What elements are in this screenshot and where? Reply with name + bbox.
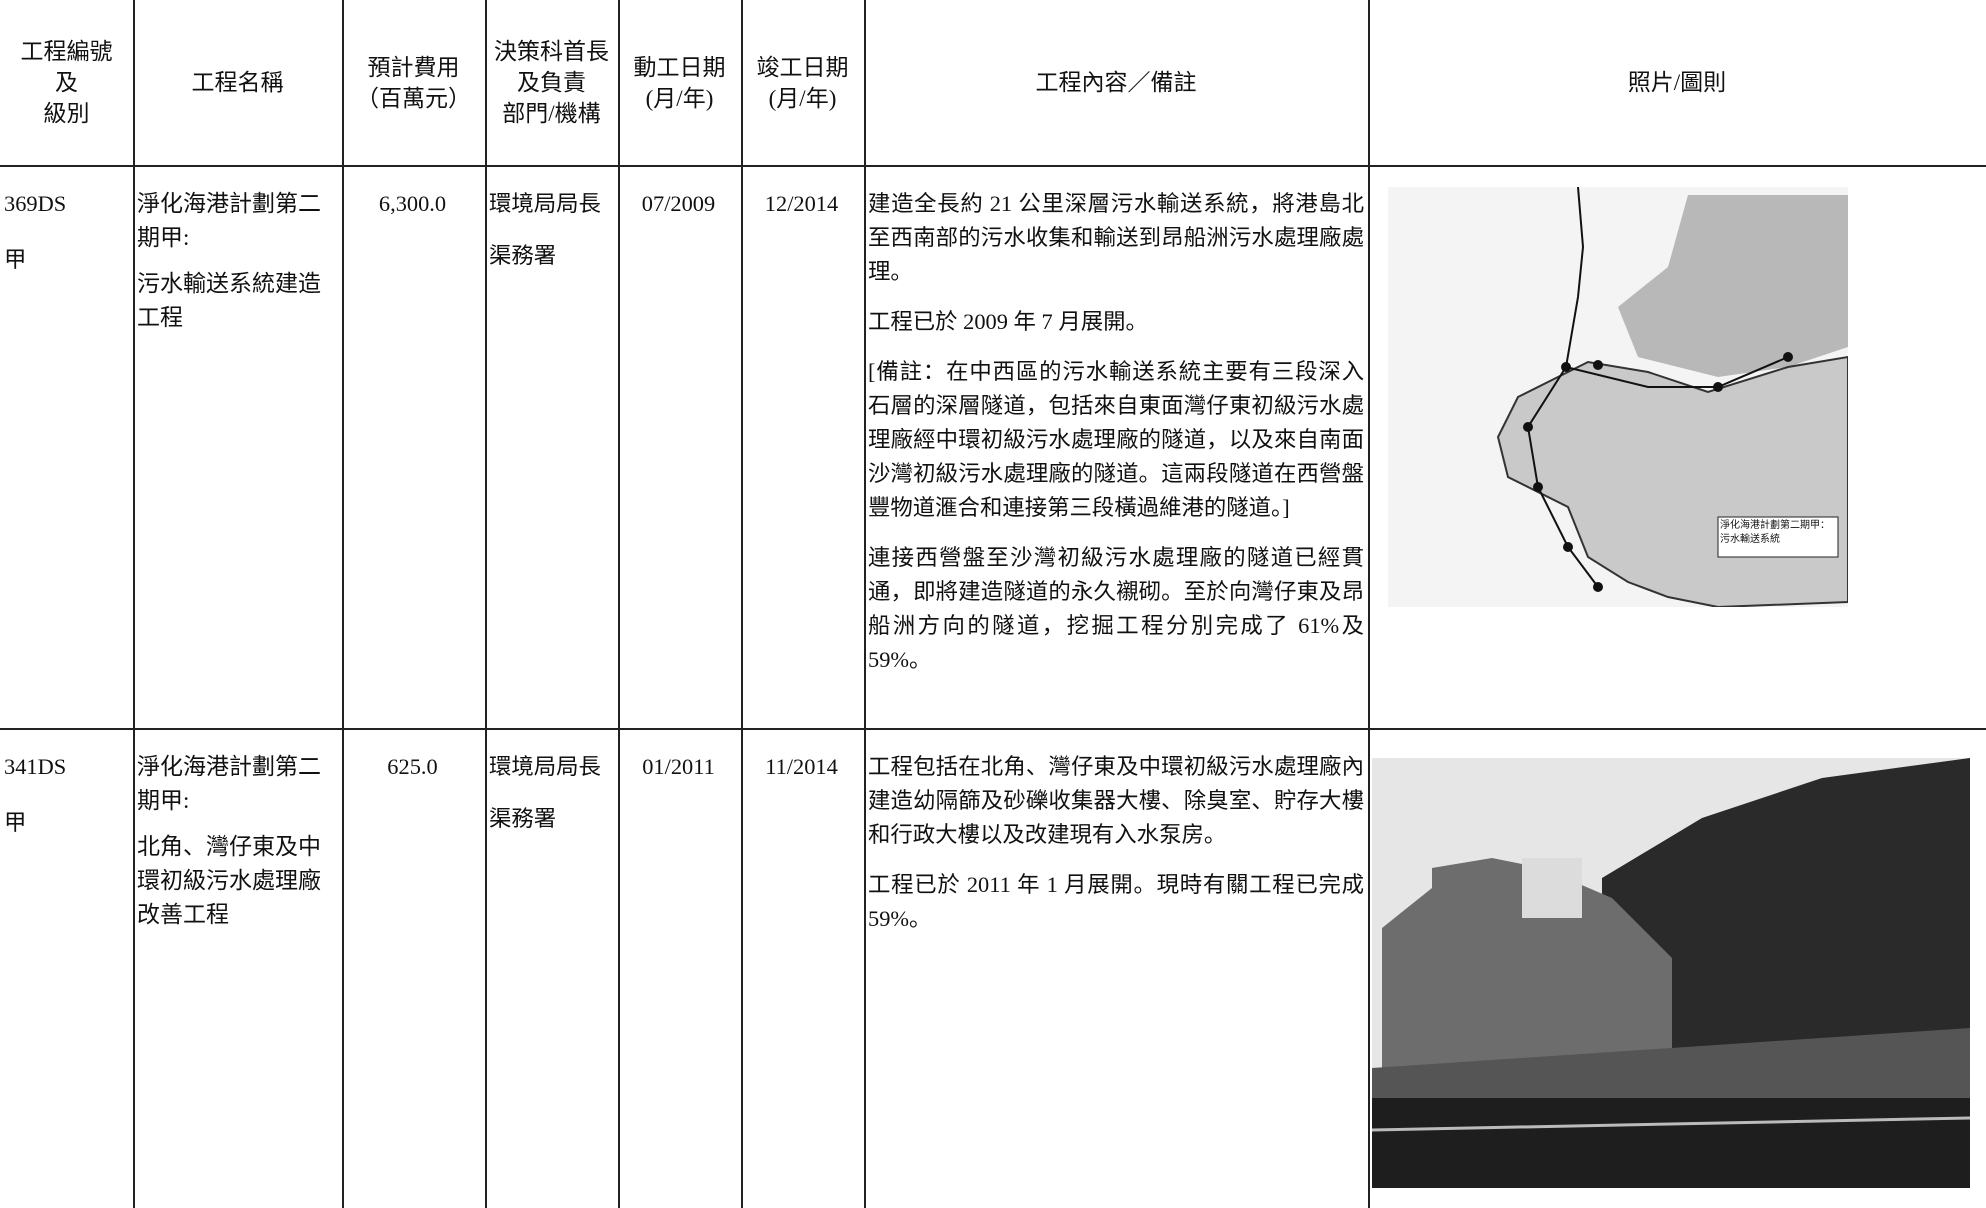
- photo-hill: [1602, 758, 1970, 1078]
- end-date: 12/2014: [741, 165, 864, 728]
- header-text: 工程名稱: [191, 70, 284, 95]
- map-station: [1713, 382, 1723, 392]
- project-code: 369DS 甲: [0, 165, 133, 728]
- map-label-holder: 淨化海港計劃第二期甲：污水輸送系統: [1720, 520, 1830, 545]
- map: 淨化海港計劃第二期甲：污水輸送系統: [1388, 187, 1848, 607]
- photo-road: [1372, 1098, 1970, 1188]
- column-rule: [618, 0, 620, 1208]
- header-cell: 動工日期 (月/年): [618, 0, 741, 165]
- tunnel: [1526, 187, 1789, 588]
- name-text: 淨化海港計劃第二期甲:: [137, 191, 321, 250]
- content-paragraph: 工程包括在北角、灣仔東及中環初級污水處理廠內建造幼隔篩及砂礫收集器大樓、除臭室、…: [868, 754, 1364, 847]
- map-station: [1523, 422, 1533, 432]
- photo-building-block: [1522, 858, 1582, 918]
- department-text: 環境局局長: [489, 754, 601, 779]
- content-paragraph: 工程已於 2009 年 7 月展開。: [868, 309, 1148, 334]
- department: 環境局局長 渠務署: [485, 728, 618, 1208]
- map-land: [1618, 195, 1848, 377]
- column-rule: [741, 0, 743, 1208]
- project-name: 淨化海港計劃第二期甲: 污水輸送系統建造工程: [133, 165, 342, 728]
- project-code: 341DS 甲: [0, 728, 133, 1208]
- header-cell: 工程名稱: [133, 0, 342, 165]
- map-label-box: [1717, 516, 1839, 558]
- department-text: 渠務署: [489, 243, 557, 268]
- code-text: 341DS: [4, 754, 67, 779]
- content-paragraph: 工程已於 2011 年 1 月展開。現時有關工程已完成 59%。: [868, 872, 1364, 931]
- department-text: 環境局局長: [489, 191, 601, 216]
- header-text: 工程內容／備註: [1035, 70, 1197, 95]
- header-text: （百萬元）: [356, 85, 471, 111]
- header-cell: 決策科首長及負責部門/機構: [485, 0, 618, 165]
- estimated-cost: 625.0: [342, 728, 485, 1208]
- header-text: 竣工日期: [756, 54, 849, 80]
- name-text: 北角、灣仔東及中環初級污水處理廠改善工程: [137, 834, 321, 927]
- code-text: 甲: [4, 810, 27, 835]
- end-text: 11/2014: [765, 754, 838, 779]
- header-cell: 照片/圖則: [1368, 0, 1986, 165]
- start-date: 07/2009: [618, 165, 741, 728]
- header-text: 級別: [43, 101, 90, 126]
- end-date: 11/2014: [741, 728, 864, 1208]
- map-label: 淨化海港計劃第二期甲：污水輸送系統: [1720, 520, 1830, 545]
- map-station: [1563, 542, 1573, 552]
- column-rule: [1368, 0, 1370, 1208]
- end-text: 12/2014: [764, 191, 839, 216]
- photo: [1372, 758, 1970, 1188]
- column-rule: [485, 0, 487, 1208]
- photo-rail: [1372, 1116, 1970, 1132]
- photo-wall: [1372, 1028, 1970, 1108]
- row-rule: [0, 728, 1986, 730]
- start-date: 01/2011: [618, 728, 741, 1208]
- code-text: 甲: [4, 247, 27, 272]
- header-text: 照片/圖則: [1627, 70, 1727, 95]
- map-station: [1593, 360, 1603, 370]
- header-text: 預計費用: [367, 54, 460, 80]
- map-station: [1593, 582, 1603, 592]
- header-cell: 工程編號及級別: [0, 0, 133, 165]
- header-text: 及負責: [517, 70, 586, 95]
- project-name: 淨化海港計劃第二期甲: 北角、灣仔東及中環初級污水處理廠改善工程: [133, 728, 342, 1208]
- start-text: 07/2009: [641, 191, 716, 216]
- content-paragraph: 建造全長約 21 公里深層污水輸送系統，將港島北至西南部的污水收集和輸送到昂船洲…: [868, 191, 1364, 284]
- content-paragraph: 連接西營盤至沙灣初級污水處理廠的隧道已經貫通，即將建造隧道的永久襯砌。至於向灣仔…: [868, 545, 1364, 672]
- map-station: [1533, 482, 1543, 492]
- header-text: 部門/機構: [502, 101, 601, 126]
- content-paragraph: [備註：在中西區的污水輸送系統主要有三段深入石層的深層隧道，包括來自東面灣仔東初…: [868, 359, 1364, 520]
- map-station: [1561, 362, 1571, 372]
- name-text: 污水輸送系統建造工程: [137, 271, 321, 330]
- header-cell: 預計費用 （百萬元）: [342, 0, 485, 165]
- department-text: 渠務署: [489, 806, 557, 831]
- header-text: 動工日期: [633, 54, 726, 80]
- start-text: 01/2011: [642, 754, 715, 779]
- name-text: 淨化海港計劃第二期甲:: [137, 754, 321, 813]
- header-text: (月/年): [768, 85, 837, 111]
- map-station: [1783, 352, 1793, 362]
- code-text: 369DS: [4, 191, 67, 216]
- content: 建造全長約 21 公里深層污水輸送系統，將港島北至西南部的污水收集和輸送到昂船洲…: [864, 165, 1368, 728]
- content: 工程包括在北角、灣仔東及中環初級污水處理廠內建造幼隔篩及砂礫收集器大樓、除臭室、…: [864, 728, 1368, 1208]
- header-text: (月/年): [645, 85, 714, 111]
- header-text: 工程編號: [20, 39, 113, 64]
- header-cell: 工程內容／備註: [864, 0, 1368, 165]
- column-rule: [133, 0, 135, 1208]
- column-rule: [342, 0, 344, 1208]
- estimated-cost: 6,300.0: [342, 165, 485, 728]
- header-cell: 竣工日期 (月/年): [741, 0, 864, 165]
- row-rule: [0, 165, 1986, 167]
- cost-text: 6,300.0: [378, 191, 447, 216]
- cost-text: 625.0: [387, 754, 438, 779]
- column-rule: [864, 0, 866, 1208]
- header-text: 決策科首長: [494, 39, 609, 64]
- photo-building: [1382, 858, 1672, 1088]
- header-text: 及: [55, 70, 78, 95]
- department: 環境局局長 渠務署: [485, 165, 618, 728]
